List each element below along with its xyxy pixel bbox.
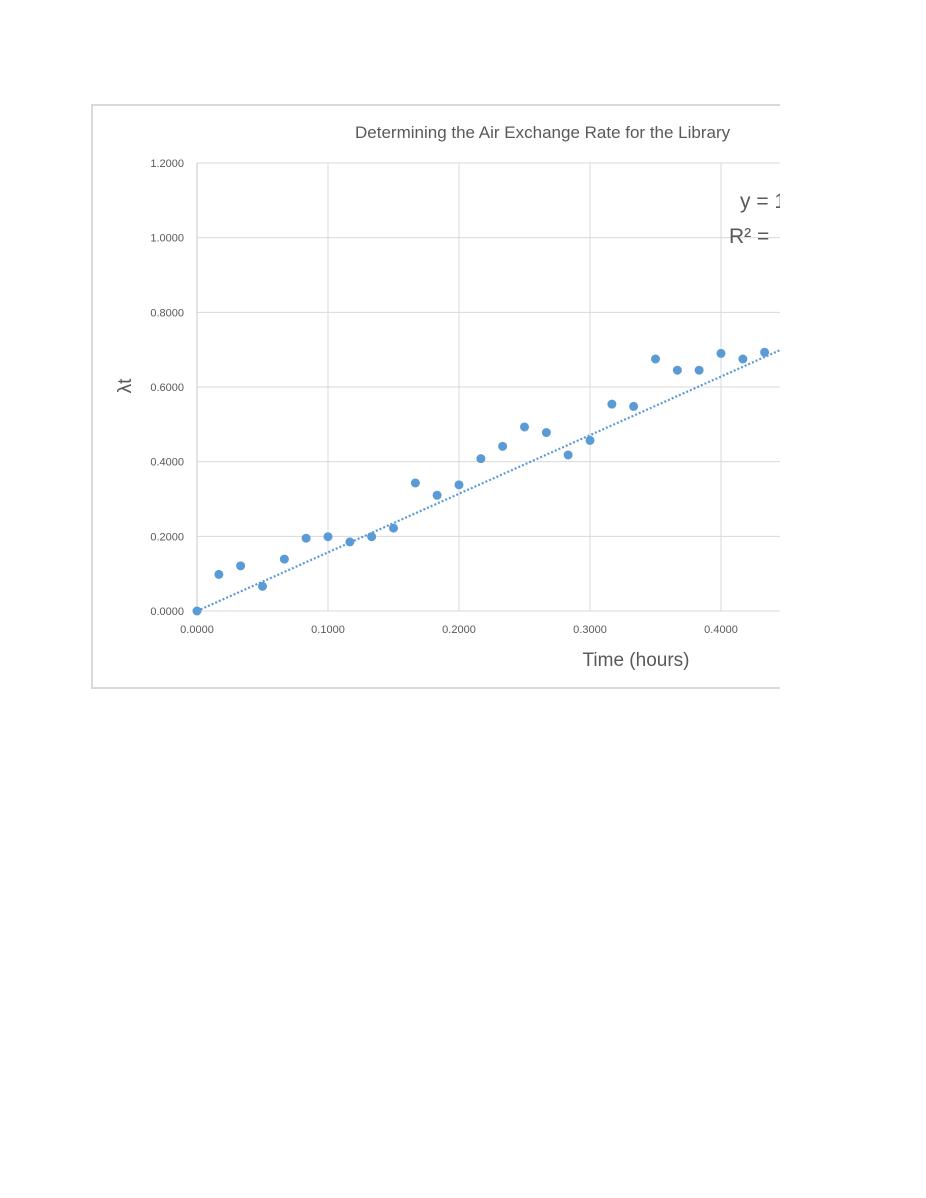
gridlines xyxy=(196,162,780,612)
data-point xyxy=(214,569,224,579)
data-point xyxy=(629,401,639,411)
trendline xyxy=(196,348,780,613)
x-tick-label: 0.1000 xyxy=(311,624,345,636)
data-points xyxy=(192,347,770,616)
trendline-r-squared: R² = xyxy=(729,225,769,248)
data-point xyxy=(716,348,726,358)
x-tick-label: 0.3000 xyxy=(573,624,607,636)
data-point xyxy=(563,450,573,460)
x-tick-label: 0.2000 xyxy=(442,624,476,636)
data-point xyxy=(607,399,617,409)
scatter-chart: 0.0000 0.2000 0.4000 0.6000 0.8000 1.0000 1.20… xyxy=(115,123,780,671)
data-point xyxy=(651,354,660,364)
data-point xyxy=(738,354,748,364)
data-point xyxy=(258,581,267,591)
data-point xyxy=(323,532,333,542)
y-tick-label: 0.0000 xyxy=(150,606,184,618)
data-point xyxy=(345,537,355,547)
x-axis-title: Time (hours) xyxy=(583,650,690,671)
x-tick-label: 0.0000 xyxy=(180,624,214,636)
data-point xyxy=(301,533,311,543)
data-point xyxy=(498,441,508,451)
y-axis-title: λt xyxy=(115,378,136,394)
data-point xyxy=(192,606,202,616)
trendline-equation: y = 1 xyxy=(740,190,780,213)
data-point xyxy=(279,554,289,564)
data-point xyxy=(760,347,770,357)
data-point xyxy=(672,365,682,375)
data-point xyxy=(585,435,595,445)
trendline-group xyxy=(196,348,780,613)
y-tick-label: 0.6000 xyxy=(150,382,184,394)
data-point xyxy=(694,365,704,375)
x-tick-label: 0.4000 xyxy=(704,624,738,636)
y-tick-label: 1.0000 xyxy=(150,233,184,245)
chart-frame: 0.0000 0.2000 0.4000 0.6000 0.8000 1.0000 1.20… xyxy=(91,104,780,689)
data-point xyxy=(389,523,398,533)
data-point xyxy=(410,478,420,488)
data-point xyxy=(367,532,377,542)
y-tick-label: 0.8000 xyxy=(150,307,184,319)
data-point xyxy=(236,561,246,571)
tick-labels: 0.0000 0.2000 0.4000 0.6000 0.8000 1.0000 1.20… xyxy=(150,158,737,636)
data-point xyxy=(432,490,442,500)
data-point xyxy=(454,480,464,490)
data-point xyxy=(541,428,551,438)
y-tick-label: 0.4000 xyxy=(150,457,184,469)
data-point xyxy=(476,454,486,464)
y-tick-label: 1.2000 xyxy=(150,158,184,170)
y-tick-label: 0.2000 xyxy=(150,531,184,543)
data-point xyxy=(520,422,529,432)
chart-title: Determining the Air Exchange Rate for th… xyxy=(355,123,731,142)
